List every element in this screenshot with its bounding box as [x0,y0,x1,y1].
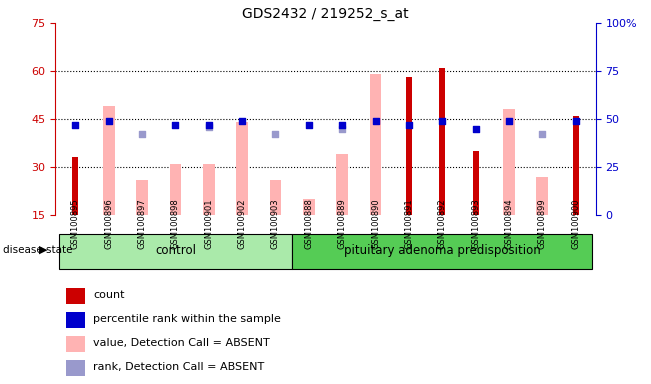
Point [570,118,581,124]
Title: GDS2432 / 219252_s_at: GDS2432 / 219252_s_at [242,7,409,21]
Point [471,126,481,132]
Bar [303,199,314,215]
Bar [536,177,548,215]
Point [204,122,214,128]
Bar [503,109,515,215]
Point [170,122,180,128]
Bar [406,78,412,215]
Point [270,131,281,137]
Text: GSM100899: GSM100899 [538,199,547,249]
Bar [337,154,348,215]
Bar [370,74,381,215]
Point [437,118,447,124]
Text: pituitary adenoma predisposition: pituitary adenoma predisposition [344,244,540,257]
Text: GSM100903: GSM100903 [271,199,280,249]
Bar [59,234,292,269]
Text: value, Detection Call = ABSENT: value, Detection Call = ABSENT [93,338,270,348]
Point [104,118,114,124]
Bar [66,312,85,328]
Bar [169,164,181,215]
Point [137,131,147,137]
Text: rank, Detection Call = ABSENT: rank, Detection Call = ABSENT [93,362,264,372]
Text: GSM100902: GSM100902 [238,199,247,249]
Text: GSM100893: GSM100893 [471,198,480,249]
Text: GSM100892: GSM100892 [437,199,447,249]
Text: control: control [155,244,196,257]
Bar [439,68,445,215]
Point [70,122,81,128]
Text: GSM100891: GSM100891 [404,199,413,249]
Text: percentile rank within the sample: percentile rank within the sample [93,314,281,324]
Text: GSM100900: GSM100900 [571,199,580,249]
Bar [66,336,85,352]
Point [337,122,348,128]
Bar [66,360,85,376]
Point [404,122,414,128]
Bar [573,116,579,215]
Text: GSM100889: GSM100889 [338,198,347,249]
Text: count: count [93,290,124,300]
Point [204,124,214,130]
Point [303,122,314,128]
Text: GSM100896: GSM100896 [104,198,113,249]
Text: GSM100894: GSM100894 [505,199,514,249]
Bar [270,180,281,215]
Point [370,118,381,124]
Text: ▶: ▶ [39,245,48,255]
Bar [203,164,215,215]
Text: GSM100898: GSM100898 [171,198,180,249]
Text: GSM100901: GSM100901 [204,199,214,249]
Text: GSM100895: GSM100895 [71,199,80,249]
Bar [72,157,78,215]
Bar [473,151,478,215]
Text: GSM100897: GSM100897 [137,198,146,249]
Text: GSM100890: GSM100890 [371,199,380,249]
Point [537,131,547,137]
Point [237,118,247,124]
Point [337,126,348,132]
Bar [103,106,115,215]
Text: disease state: disease state [3,245,73,255]
Bar [136,180,148,215]
Bar [236,122,248,215]
Bar [292,234,592,269]
Point [504,118,514,124]
Bar [66,288,85,304]
Text: GSM100888: GSM100888 [304,198,313,249]
